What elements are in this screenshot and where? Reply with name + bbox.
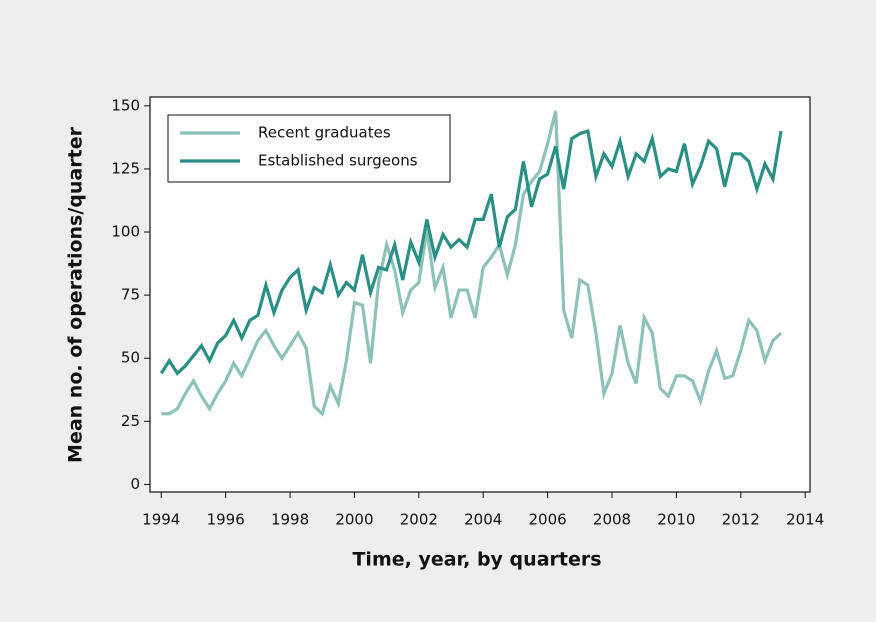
legend-label: Recent graduates [258,124,391,142]
series-line [159,128,783,376]
y-tick-label: 75 [121,286,140,304]
x-tick-label: 2006 [529,511,567,529]
y-tick-label: 100 [111,223,140,241]
x-axis-title: Time, year, by quarters [352,549,601,571]
x-tick-label: 2008 [593,511,631,529]
x-tick-label: 2004 [464,511,502,529]
y-tick-label: 50 [121,349,140,367]
y-tick-label: 125 [111,159,140,177]
y-tick-label: 150 [111,96,140,114]
legend-label: Established surgeons [258,152,418,170]
legend-box [167,114,451,183]
x-tick-label: 2010 [657,511,695,529]
x-tick-label: 2012 [722,511,760,529]
x-tick-label: 2000 [335,511,373,529]
series-line [161,110,783,417]
x-tick-label: 2014 [786,511,824,529]
x-tick-label: 1996 [207,511,245,529]
x-tick-label: 1998 [271,511,309,529]
x-tick-label: 1994 [142,511,180,529]
x-tick-label: 2002 [400,511,438,529]
y-tick-label: 25 [121,412,140,430]
y-axis-title: Mean no. of operations/quarter [65,126,87,463]
y-tick-label: 0 [130,475,140,493]
